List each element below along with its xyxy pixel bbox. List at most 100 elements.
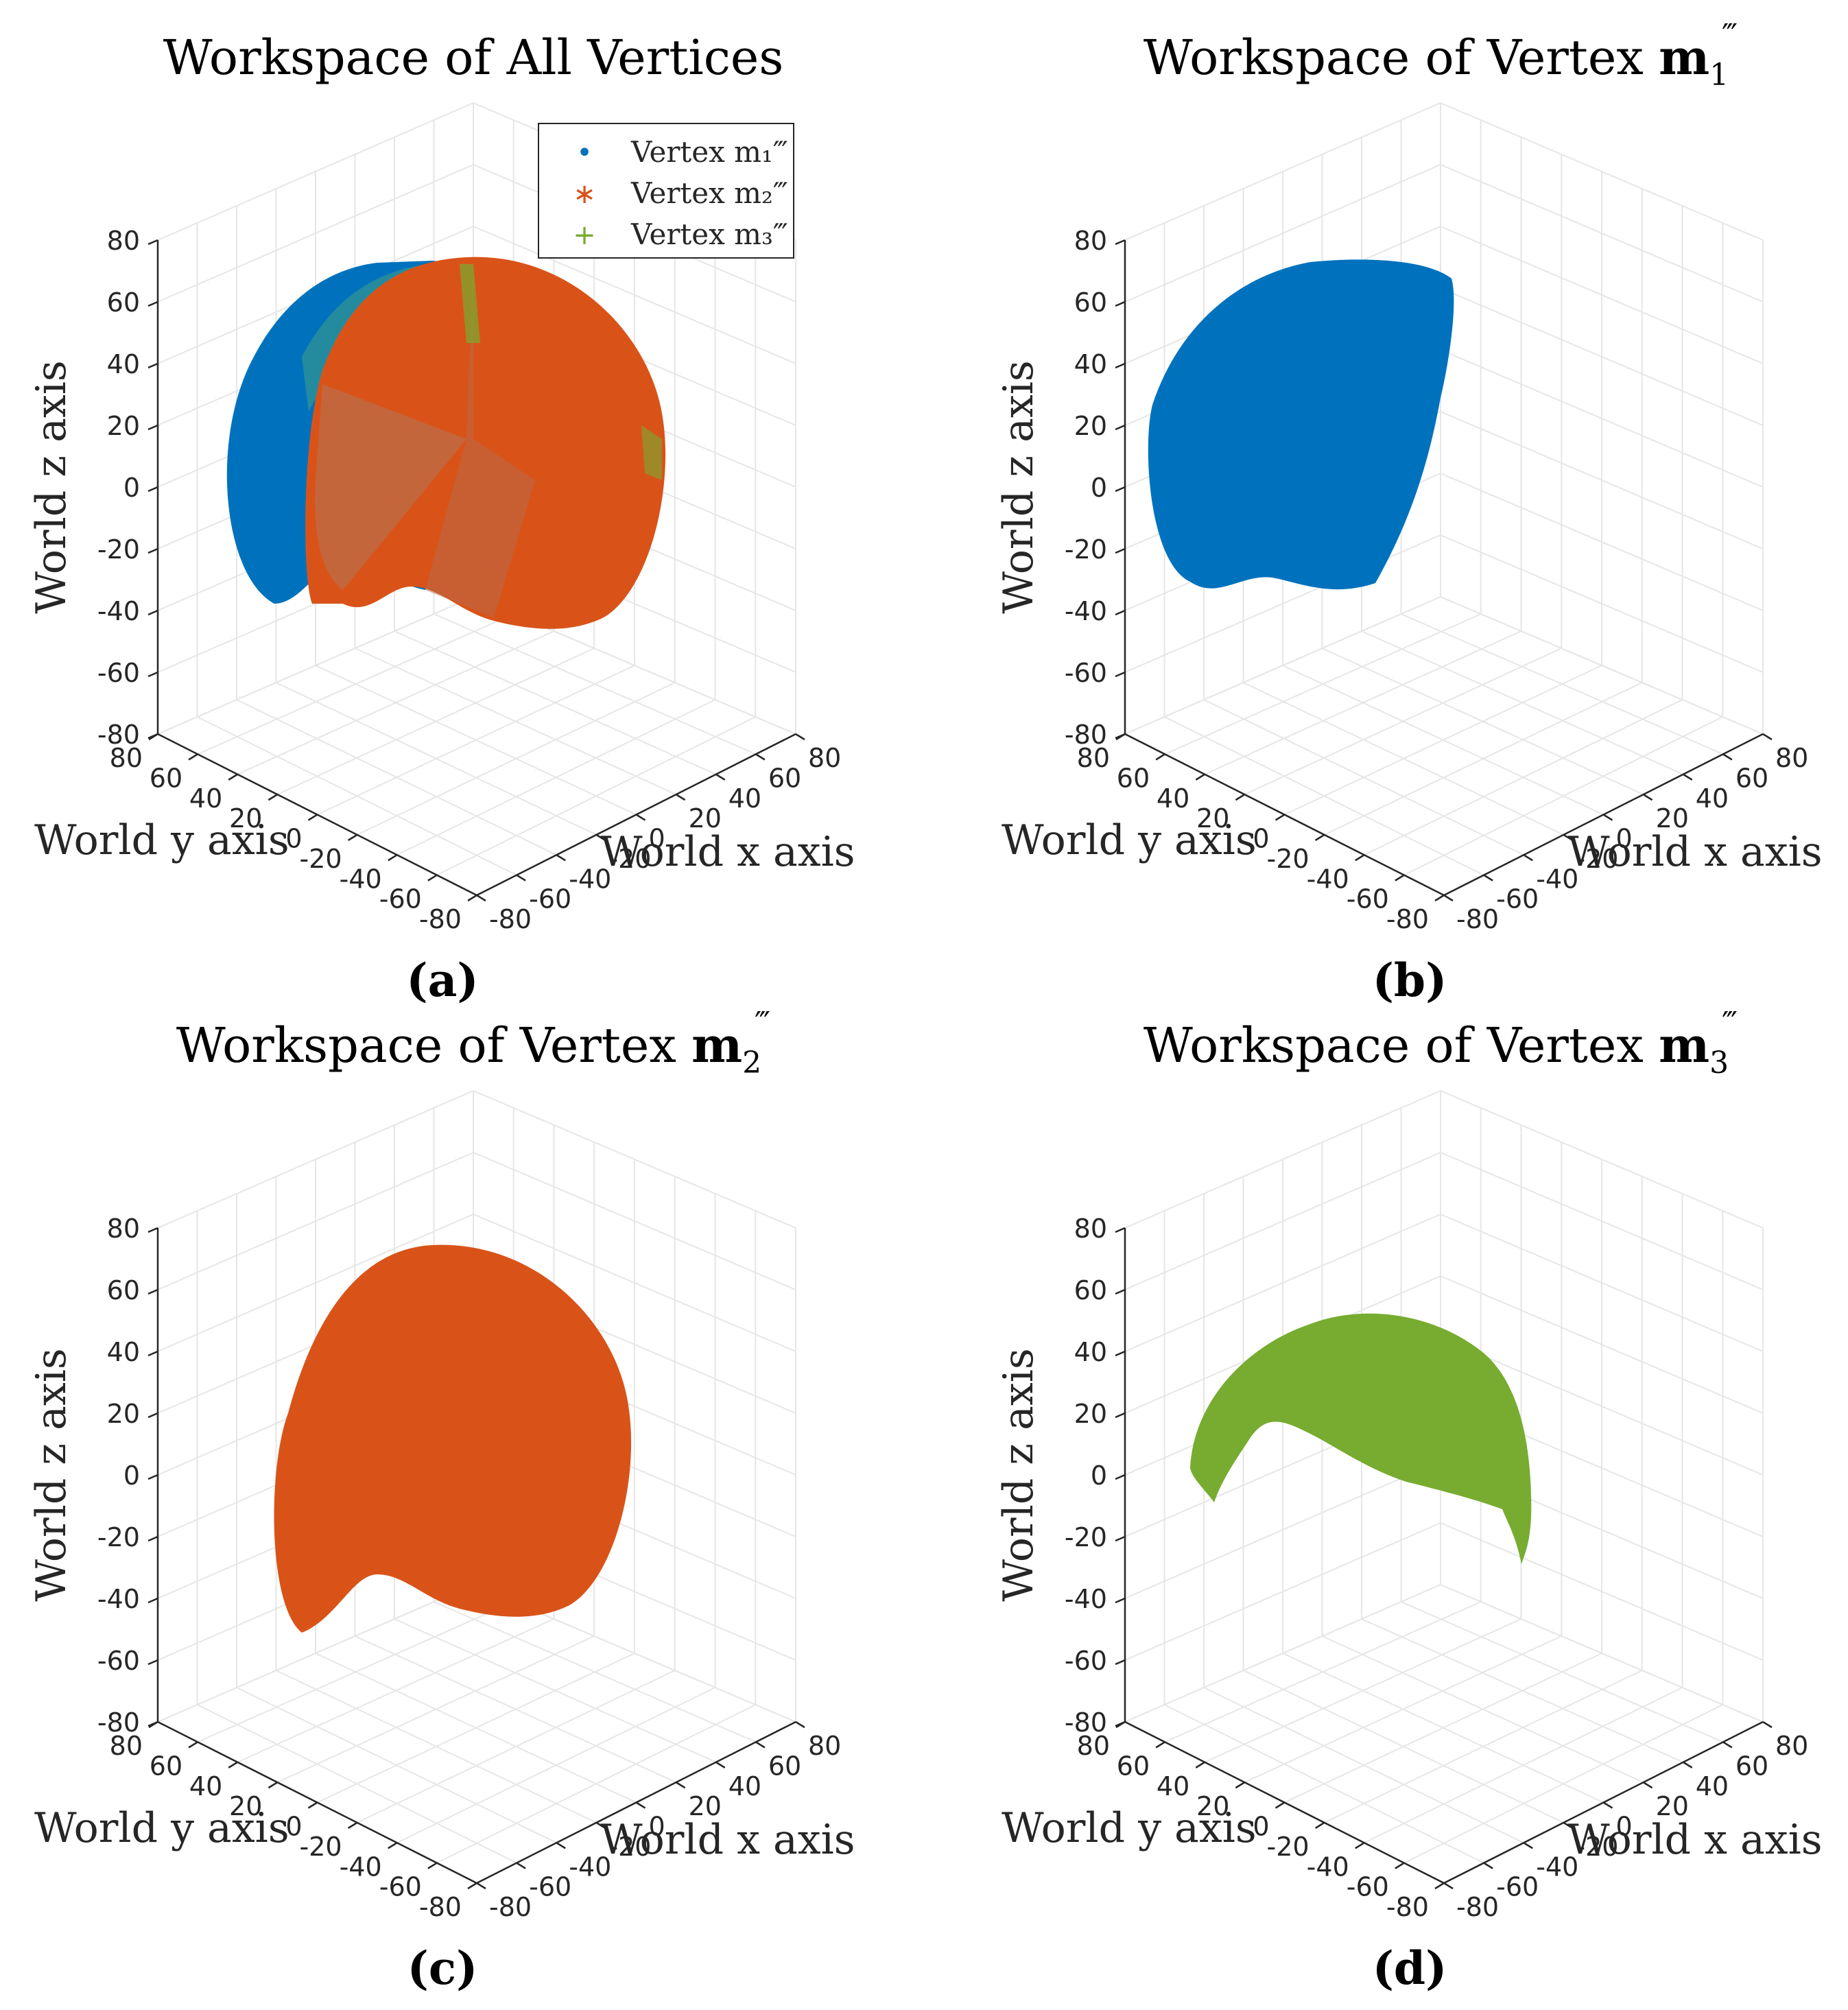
x-tick-label: -60	[529, 884, 571, 914]
z-tick-mark	[1115, 1659, 1126, 1666]
grid-line	[434, 1601, 757, 1743]
z-tick-label: -80	[1065, 1707, 1107, 1738]
z-tick-label: 60	[107, 287, 140, 318]
grid-line	[1440, 534, 1764, 673]
y-tick-label: -60	[1347, 884, 1389, 914]
x-tick-mark	[516, 874, 526, 882]
x-tick-label: 20	[1656, 1791, 1689, 1821]
z-tick-mark	[147, 1227, 158, 1233]
z-tick-label: 20	[1074, 411, 1107, 441]
z-tick-mark	[147, 671, 158, 678]
x-tick-mark	[556, 1842, 566, 1849]
y-tick-label: 60	[1117, 1751, 1150, 1781]
z-tick-label: -40	[97, 596, 140, 626]
x-tick-label: 60	[768, 763, 801, 793]
z-tick-label: 80	[107, 226, 140, 256]
point-cloud	[1148, 259, 1454, 590]
y-tick-label: 0	[285, 1812, 302, 1842]
z-tick-mark	[1115, 547, 1126, 554]
y-tick-label: 80	[1077, 743, 1110, 773]
z-tick-mark	[1115, 239, 1126, 246]
x-tick-label: -40	[1536, 864, 1578, 894]
grid-line	[1440, 1584, 1764, 1723]
z-axis-label: World z axis	[27, 360, 75, 613]
y-tick-mark	[388, 1842, 398, 1849]
chart-title: Workspace of All Vertices	[163, 29, 784, 86]
z-tick-mark	[147, 1659, 158, 1666]
y-tick-label: 80	[1077, 1731, 1110, 1761]
title-symbol: m	[1659, 29, 1709, 86]
chart-title: Workspace of Vertex m3‴	[1144, 1006, 1738, 1080]
grid-line	[434, 613, 757, 755]
x-tick-mark	[1483, 1862, 1493, 1869]
chart-title: Workspace of Vertex m1‴	[1144, 18, 1738, 93]
z-tick-label: -20	[1065, 534, 1107, 565]
x-tick-label: 60	[768, 1751, 801, 1781]
x-tick-label: 0	[649, 1812, 665, 1842]
grid-line	[1403, 1704, 1723, 1864]
y-tick-label: 0	[285, 824, 302, 854]
x-axis-label: World x axis	[1567, 828, 1823, 876]
x-tick-mark	[1683, 1761, 1693, 1769]
y-tick-mark	[1395, 874, 1405, 882]
x-tick-label: 40	[1696, 783, 1729, 814]
x-tick-mark	[715, 773, 726, 781]
grid-line	[1440, 1337, 1764, 1476]
x-axis-label: World x axis	[600, 828, 855, 876]
y-tick-mark	[307, 1801, 318, 1809]
x-tick-label: 80	[808, 743, 841, 773]
y-tick-label: -40	[340, 1852, 382, 1882]
y-tick-mark	[1355, 1842, 1365, 1849]
y-tick-label: -60	[379, 884, 422, 914]
series-m3-points	[641, 425, 662, 480]
y-tick-label: 60	[1117, 763, 1150, 793]
x-tick-mark	[635, 1801, 646, 1809]
z-axis-label: World z axis	[995, 360, 1043, 613]
z-tick-label: 20	[1074, 1399, 1107, 1429]
series-m2-shade	[315, 384, 466, 590]
y-tick-label: 20	[229, 1791, 262, 1821]
grid-line	[1124, 1461, 1441, 1599]
grid-line	[1440, 411, 1764, 549]
y-tick-mark	[1115, 733, 1126, 741]
x-tick-label: -80	[489, 1892, 532, 1922]
y-tick-mark	[1235, 1782, 1246, 1789]
series-m2-region	[274, 1244, 632, 1633]
grid-line	[1284, 665, 1602, 816]
z-tick-mark	[1115, 609, 1126, 616]
grid-line	[1364, 699, 1683, 856]
z-tick-label: 40	[1074, 1337, 1107, 1367]
z-tick-label: 0	[1091, 473, 1107, 503]
z-tick-mark	[147, 362, 158, 369]
grid-line	[355, 1635, 677, 1784]
z-tick-label: 20	[107, 1399, 140, 1429]
x-tick-label: 60	[1736, 1751, 1768, 1781]
grid-line	[357, 682, 676, 836]
z-tick-label: -80	[97, 720, 140, 750]
point-cloud	[226, 257, 666, 629]
y-tick-mark	[427, 874, 438, 882]
y-tick-mark	[388, 854, 398, 862]
z-tick-label: 60	[107, 1275, 140, 1305]
grid-line	[1401, 1601, 1724, 1743]
x-tick-mark	[755, 753, 766, 761]
z-tick-mark	[147, 547, 158, 554]
panel-caption: (b)	[1373, 954, 1447, 1007]
y-tick-label: -40	[1307, 1852, 1349, 1882]
panel-c: 806040200-20-40-60-80806040200-20-40-60-…	[27, 1006, 855, 1995]
z-tick-mark	[1115, 300, 1126, 307]
z-axis-label: World z axis	[995, 1348, 1043, 1601]
y-tick-mark	[427, 1862, 438, 1869]
y-tick-label: 0	[1253, 824, 1269, 854]
z-tick-mark	[147, 1535, 158, 1542]
title-primes: ‴	[755, 1006, 770, 1041]
x-tick-mark	[595, 833, 606, 841]
grid-line	[1403, 716, 1723, 876]
z-tick-label: -40	[1065, 1584, 1107, 1614]
z-tick-mark	[1115, 1227, 1126, 1233]
grid-line	[394, 1618, 717, 1763]
y-tick-label: 40	[189, 1771, 222, 1801]
grid	[1124, 102, 1764, 896]
z-tick-label: 0	[123, 473, 140, 503]
grid-line	[1440, 349, 1764, 488]
